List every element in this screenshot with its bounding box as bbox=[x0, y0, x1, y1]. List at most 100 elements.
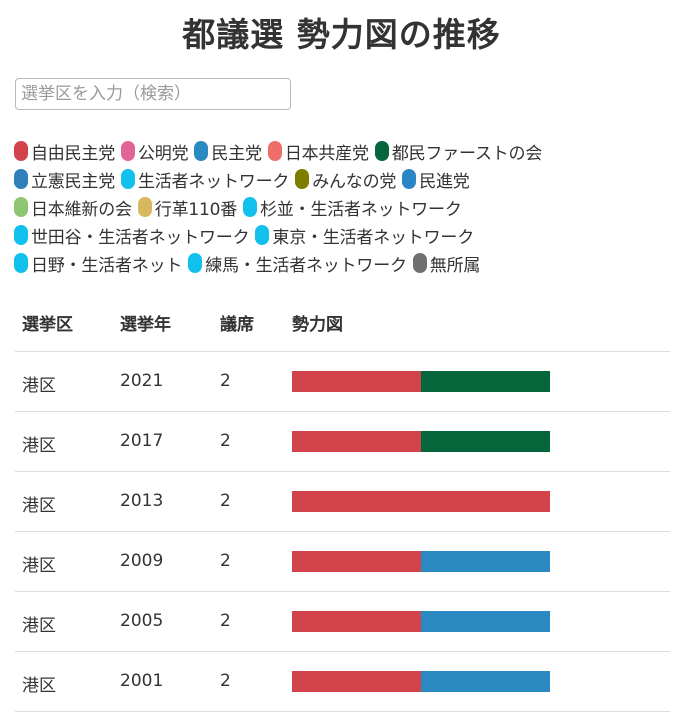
cell-year: 2001 bbox=[120, 671, 164, 691]
cell-district: 港区 bbox=[22, 496, 56, 516]
legend-item: 立憲民主党 bbox=[14, 167, 115, 192]
legend-item: 日本維新の会 bbox=[14, 195, 132, 220]
power-bar bbox=[292, 551, 550, 572]
power-bar-segment bbox=[292, 671, 421, 692]
table-header: 選挙区 選挙年 議席 勢力図 bbox=[22, 310, 672, 336]
legend-item: 世田谷・生活者ネットワーク bbox=[14, 223, 250, 248]
power-bar bbox=[292, 491, 550, 512]
legend-swatch bbox=[402, 169, 417, 189]
legend-label: 自由民主党 bbox=[31, 143, 115, 164]
cell-seats: 2 bbox=[220, 431, 231, 451]
legend-swatch bbox=[121, 169, 135, 189]
legend-item: 民主党 bbox=[194, 139, 262, 164]
legend-label: 日本共産党 bbox=[284, 143, 369, 164]
header-seats: 議席 bbox=[220, 315, 254, 335]
power-bar-segment bbox=[292, 371, 421, 392]
cell-district: 港区 bbox=[22, 436, 56, 456]
page-title: 都議選 勢力図の推移 bbox=[182, 15, 501, 54]
legend-swatch bbox=[295, 169, 310, 189]
legend-swatch bbox=[188, 253, 203, 273]
power-bar bbox=[292, 671, 550, 692]
legend-label: 無所属 bbox=[429, 255, 481, 276]
cell-district: 港区 bbox=[22, 376, 56, 396]
power-bar bbox=[292, 431, 550, 452]
legend-item: 日野・生活者ネット bbox=[14, 251, 182, 276]
legend-label: 行革110番 bbox=[154, 199, 238, 220]
cell-year: 2005 bbox=[120, 611, 164, 631]
legend-label: 東京・生活者ネットワーク bbox=[272, 227, 475, 248]
legend-swatch bbox=[14, 253, 28, 273]
power-bar-segment bbox=[292, 431, 421, 452]
legend-label: 都民ファーストの会 bbox=[391, 143, 543, 164]
cell-district: 港区 bbox=[22, 616, 56, 636]
legend-item: みんなの党 bbox=[295, 167, 396, 192]
legend-label: みんなの党 bbox=[312, 171, 397, 192]
results-table: 港区 2021 2 港区 2017 2 港区 2013 2 港区 2009 2 港区 2005 2 港区 200… bbox=[15, 351, 670, 712]
table-row: 港区 2005 2 bbox=[15, 591, 670, 651]
legend-swatch bbox=[412, 253, 427, 273]
legend-item: 無所属 bbox=[412, 251, 481, 276]
legend-row: 自由民主党 公明党 民主党 日本共産党 都民ファーストの会 bbox=[14, 137, 674, 165]
power-bar-segment bbox=[421, 431, 550, 452]
cell-seats: 2 bbox=[220, 371, 231, 391]
legend-swatch bbox=[255, 225, 270, 245]
search-input[interactable] bbox=[15, 78, 291, 110]
table-row: 港区 2017 2 bbox=[15, 411, 670, 471]
legend-label: 日野・生活者ネット bbox=[31, 255, 183, 276]
power-bar-segment bbox=[421, 371, 550, 392]
cell-year: 2009 bbox=[120, 551, 164, 571]
legend-item: 杉並・生活者ネットワーク bbox=[243, 195, 462, 220]
legend-item: 自由民主党 bbox=[14, 139, 115, 164]
power-bar bbox=[292, 611, 550, 632]
legend-label: 公明党 bbox=[138, 143, 189, 164]
legend-swatch bbox=[121, 141, 135, 161]
legend-label: 杉並・生活者ネットワーク bbox=[260, 199, 462, 220]
legend-swatch bbox=[14, 141, 28, 161]
power-bar-segment bbox=[292, 611, 421, 632]
cell-district: 港区 bbox=[22, 556, 56, 576]
legend-label: 生活者ネットワーク bbox=[138, 171, 290, 192]
legend-row: 立憲民主党 生活者ネットワーク みんなの党 民進党 bbox=[14, 165, 674, 193]
table-row: 港区 2001 2 bbox=[15, 651, 670, 712]
legend-item: 日本共産党 bbox=[267, 139, 369, 164]
header-power-chart: 勢力図 bbox=[292, 315, 343, 335]
legend-swatch bbox=[194, 141, 209, 161]
legend-label: 世田谷・生活者ネットワーク bbox=[31, 227, 250, 248]
legend-label: 立憲民主党 bbox=[31, 171, 115, 192]
legend-swatch bbox=[14, 169, 28, 189]
legend-label: 民進党 bbox=[419, 171, 470, 192]
table-row: 港区 2009 2 bbox=[15, 531, 670, 591]
cell-seats: 2 bbox=[220, 491, 231, 511]
legend-item: 都民ファーストの会 bbox=[374, 139, 543, 164]
power-bar-segment bbox=[292, 491, 550, 512]
power-bar-segment bbox=[421, 551, 550, 572]
cell-district: 港区 bbox=[22, 676, 56, 696]
cell-seats: 2 bbox=[220, 671, 231, 691]
party-legend: 自由民主党 公明党 民主党 日本共産党 都民ファーストの会立憲民主党 生活者ネットワーク み… bbox=[14, 137, 674, 277]
legend-row: 日本維新の会 行革110番 杉並・生活者ネットワーク bbox=[14, 193, 674, 221]
header-year: 選挙年 bbox=[120, 315, 171, 335]
legend-item: 生活者ネットワーク bbox=[121, 167, 289, 192]
legend-label: 練馬・生活者ネットワーク bbox=[205, 255, 407, 276]
power-bar-segment bbox=[421, 671, 550, 692]
legend-item: 民進党 bbox=[402, 167, 470, 192]
legend-item: 公明党 bbox=[121, 139, 189, 164]
table-row: 港区 2013 2 bbox=[15, 471, 670, 531]
table-row: 港区 2021 2 bbox=[15, 351, 670, 411]
power-bar-segment bbox=[421, 611, 550, 632]
cell-seats: 2 bbox=[220, 551, 231, 571]
power-bar-segment bbox=[292, 551, 421, 572]
legend-swatch bbox=[14, 197, 28, 217]
legend-swatch bbox=[14, 225, 28, 245]
legend-row: 世田谷・生活者ネットワーク 東京・生活者ネットワーク bbox=[14, 221, 674, 249]
legend-swatch bbox=[137, 197, 152, 217]
cell-seats: 2 bbox=[220, 611, 231, 631]
power-bar bbox=[292, 371, 550, 392]
cell-year: 2017 bbox=[120, 431, 164, 451]
legend-label: 日本維新の会 bbox=[31, 199, 132, 220]
cell-year: 2013 bbox=[120, 491, 164, 511]
legend-row: 日野・生活者ネット 練馬・生活者ネットワーク 無所属 bbox=[14, 249, 674, 277]
legend-item: 練馬・生活者ネットワーク bbox=[188, 251, 407, 276]
legend-swatch bbox=[374, 141, 389, 161]
